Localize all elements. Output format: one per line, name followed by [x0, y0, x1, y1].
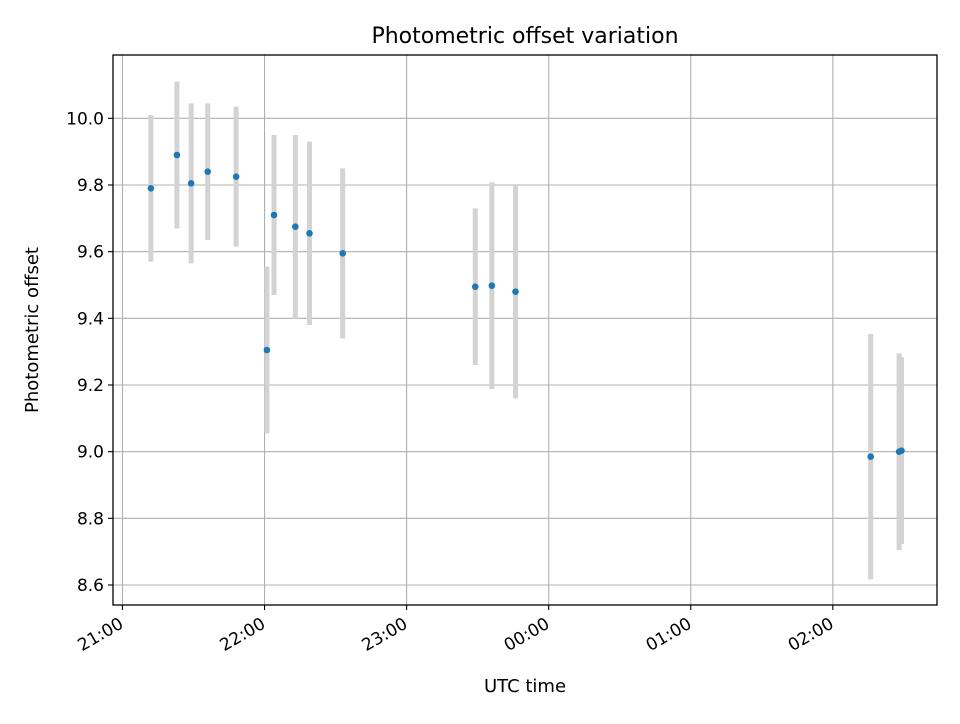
data-point: [292, 223, 299, 230]
data-point: [512, 288, 519, 295]
chart-title: Photometric offset variation: [371, 24, 678, 49]
data-point: [187, 180, 195, 187]
y-tick-label: 8.8: [77, 509, 104, 529]
data-point: [488, 282, 496, 289]
x-tick-label: 00:00: [501, 614, 553, 656]
y-tick-label: 9.4: [77, 309, 104, 329]
y-tick-layer: 8.6 8.8 9.0 9.2 9.4 9.6 9.8 10.0: [66, 109, 113, 596]
data-point: [270, 211, 278, 219]
y-tick-label: 9.8: [77, 176, 104, 196]
errorbar-layer: [148, 81, 904, 580]
x-tick-layer: 21:00 22:00 23:00 00:00 01:00 02:00: [75, 605, 837, 656]
x-axis-label: UTC time: [484, 676, 566, 697]
x-tick-label: 01:00: [643, 614, 695, 656]
data-point: [147, 185, 155, 192]
data-point: [867, 453, 875, 460]
y-tick-label: 8.6: [77, 576, 104, 596]
y-tick-label: 9.2: [77, 376, 104, 396]
plot-frame: [112, 54, 938, 606]
y-tick-label: 9.0: [77, 443, 104, 463]
y-tick-label: 9.6: [77, 243, 104, 263]
point-layer: [147, 151, 905, 460]
x-tick-label: 21:00: [75, 614, 127, 656]
grid-layer: [113, 55, 937, 605]
x-tick-label: 02:00: [785, 614, 837, 656]
data-point: [306, 230, 313, 237]
x-tick-label: 23:00: [359, 614, 411, 656]
x-tick-label: 22:00: [217, 614, 269, 656]
y-axis-label: Photometric offset: [22, 247, 43, 413]
data-point: [232, 173, 240, 180]
data-point: [204, 168, 212, 175]
data-point: [471, 283, 479, 290]
data-point: [898, 447, 905, 454]
data-point: [339, 250, 346, 257]
y-tick-label: 10.0: [66, 109, 104, 129]
data-point: [263, 346, 271, 354]
data-point: [173, 151, 181, 159]
